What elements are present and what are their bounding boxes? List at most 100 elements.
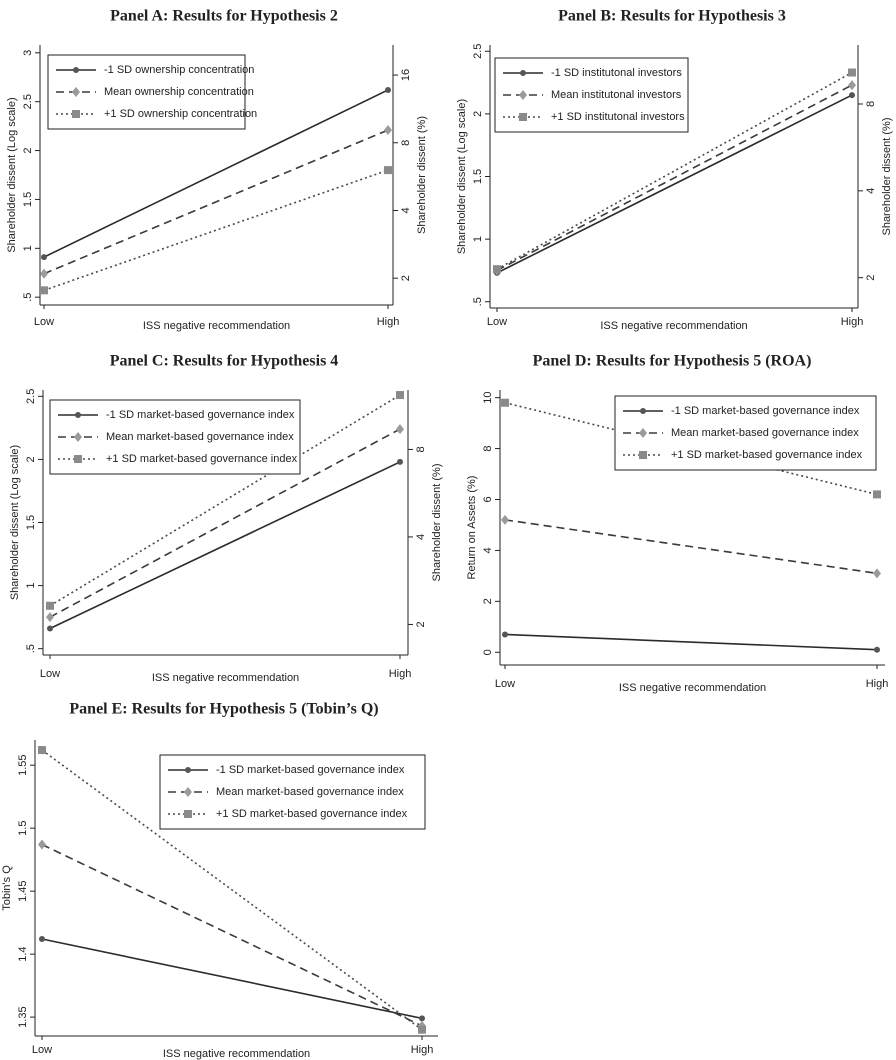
legend-marker bbox=[640, 408, 646, 414]
y-tick-label: 1.5 bbox=[17, 821, 29, 836]
legend-label: Mean market-based governance index bbox=[216, 786, 404, 798]
y-tick-label: 2.5 bbox=[25, 389, 37, 404]
y-tick-label: 1.4 bbox=[17, 946, 29, 961]
legend-label: +1 SD market-based governance index bbox=[216, 808, 408, 820]
point bbox=[873, 490, 881, 499]
legend-marker bbox=[72, 110, 80, 118]
legend-box bbox=[614, 395, 877, 471]
y-tick-label: 2 bbox=[482, 598, 494, 604]
point bbox=[38, 839, 46, 850]
legend-marker bbox=[185, 767, 191, 773]
y-tick-label: 0 bbox=[482, 649, 494, 655]
y2-axis-label: Shareholder dissent (%) bbox=[431, 463, 443, 581]
point bbox=[47, 625, 53, 632]
chart-title: Panel A: Results for Hypothesis 2 bbox=[110, 8, 338, 25]
y2-axis-label: Shareholder dissent (%) bbox=[416, 116, 428, 234]
y-tick-label: 1.5 bbox=[472, 169, 484, 184]
y-tick-label: 2 bbox=[25, 456, 37, 462]
point bbox=[501, 514, 509, 525]
series-line bbox=[41, 749, 423, 1031]
legend-label: +1 SD institutonal investors bbox=[551, 111, 685, 123]
point bbox=[385, 86, 391, 93]
chart-title: Panel E: Results for Hypothesis 5 (Tobin… bbox=[69, 701, 378, 718]
point bbox=[384, 166, 392, 175]
y2-tick-label: 4 bbox=[415, 534, 427, 540]
point bbox=[849, 92, 855, 99]
point bbox=[46, 601, 54, 610]
x-tick-label: High bbox=[411, 1044, 434, 1056]
legend-label: -1 SD ownership concentration bbox=[104, 64, 254, 76]
y-axis-label: Shareholder dissent (Log scale) bbox=[6, 97, 18, 252]
series-line bbox=[496, 94, 853, 274]
series-line bbox=[496, 84, 853, 272]
x-tick-label: Low bbox=[495, 678, 515, 690]
legend-box bbox=[159, 754, 426, 830]
y-tick-label: .5 bbox=[22, 293, 34, 302]
x-tick-label: High bbox=[377, 316, 400, 328]
point bbox=[38, 746, 46, 755]
y-tick-label: 10 bbox=[482, 392, 494, 404]
legend-box bbox=[494, 57, 689, 133]
x-axis-label: ISS negative recommendation bbox=[152, 672, 299, 684]
point bbox=[396, 391, 404, 400]
legend-label: -1 SD market-based governance index bbox=[106, 409, 295, 421]
point bbox=[873, 568, 881, 579]
point bbox=[396, 424, 404, 435]
y2-tick-label: 8 bbox=[400, 140, 412, 146]
x-axis-label: ISS negative recommendation bbox=[619, 682, 766, 694]
legend-marker bbox=[184, 810, 192, 818]
series-line bbox=[49, 428, 401, 618]
y-tick-label: .5 bbox=[25, 644, 37, 653]
legend-label: -1 SD institutonal investors bbox=[551, 67, 682, 79]
legend-marker bbox=[639, 428, 647, 438]
series-line bbox=[504, 633, 878, 651]
legend-label: Mean market-based governance index bbox=[671, 427, 859, 439]
series-line bbox=[49, 461, 401, 630]
x-tick-label: Low bbox=[40, 668, 60, 680]
y-axis-label: Shareholder dissent (Log scale) bbox=[456, 99, 468, 254]
x-tick-label: Low bbox=[32, 1044, 52, 1056]
panel: Panel A: Results for Hypothesis 2 .5 1 1.5 2… bbox=[6, 8, 428, 332]
legend: -1 SD market-based governance index Mean … bbox=[614, 395, 877, 471]
y-tick-label: 2.5 bbox=[472, 44, 484, 59]
point bbox=[501, 398, 509, 407]
legend-marker bbox=[520, 70, 526, 76]
y-tick-label: 1.5 bbox=[25, 515, 37, 530]
series-line bbox=[43, 89, 389, 258]
legend-marker bbox=[74, 455, 82, 463]
legend-label: Mean institutonal investors bbox=[551, 89, 682, 101]
y-tick-label: 2 bbox=[472, 111, 484, 117]
legend-box bbox=[47, 54, 246, 130]
y-axis-label: Return on Assets (%) bbox=[466, 476, 478, 580]
point bbox=[848, 68, 856, 77]
chart-title: Panel C: Results for Hypothesis 4 bbox=[110, 353, 339, 370]
series-line bbox=[43, 129, 389, 275]
y2-tick-label: 16 bbox=[400, 69, 412, 81]
legend-marker bbox=[75, 412, 81, 418]
series-line bbox=[504, 519, 878, 575]
x-axis-label: ISS negative recommendation bbox=[163, 1048, 310, 1060]
y-tick-label: 2.5 bbox=[22, 94, 34, 109]
panel: Panel D: Results for Hypothesis 5 (ROA) 0… bbox=[466, 353, 888, 694]
legend-marker bbox=[639, 451, 647, 459]
series-line bbox=[43, 169, 389, 292]
legend: -1 SD market-based governance index Mean … bbox=[49, 399, 301, 475]
x-tick-label: Low bbox=[487, 316, 507, 328]
legend-marker bbox=[73, 67, 79, 73]
point bbox=[493, 265, 501, 274]
y2-tick-label: 2 bbox=[400, 275, 412, 281]
y-tick-label: 1.55 bbox=[17, 754, 29, 775]
y2-tick-label: 4 bbox=[865, 188, 877, 194]
point bbox=[384, 125, 392, 136]
y-tick-label: 1.45 bbox=[17, 880, 29, 901]
y2-tick-label: 2 bbox=[865, 275, 877, 281]
y-tick-label: 6 bbox=[482, 496, 494, 502]
x-axis-label: ISS negative recommendation bbox=[143, 320, 290, 332]
legend-label: -1 SD market-based governance index bbox=[216, 764, 405, 776]
y-tick-label: 1 bbox=[22, 245, 34, 251]
legend-label: Mean ownership concentration bbox=[104, 86, 254, 98]
point bbox=[874, 646, 880, 653]
chart-title: Panel D: Results for Hypothesis 5 (ROA) bbox=[533, 353, 812, 370]
y-tick-label: 1 bbox=[472, 236, 484, 242]
